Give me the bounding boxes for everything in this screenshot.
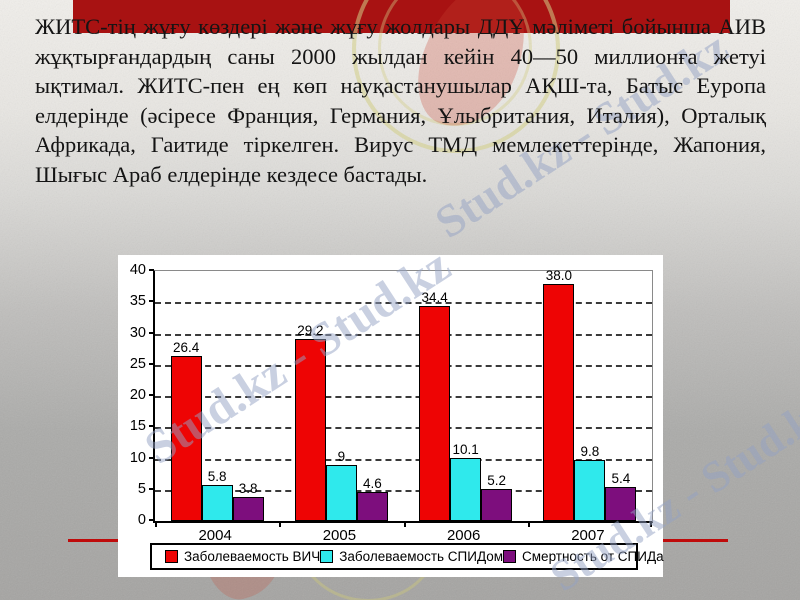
bar-2005-series1: 9 [325,449,357,521]
y-tick-label: 25 [129,355,146,372]
bar-2006-series2: 5.2 [481,473,513,521]
y-tick-mark [149,269,154,271]
category-label: 2006 [446,527,481,544]
legend-swatch [503,550,517,563]
gridline [155,458,652,461]
plot-area: 26.4 5.8 3.8 29.2 9 4.6 34.4 10.1 5.2 38.0 9.8 5.4 [153,268,653,527]
y-tick-label: 10 [129,449,146,466]
bar-2005-series0: 29.2 [294,323,326,521]
legend-swatch [165,550,178,563]
bar-2007-series1: 9.8 [574,444,606,521]
x-tick-mark [155,521,157,527]
bar-2006-series1: 10.1 [450,442,482,521]
bar-value-label: 10.1 [452,441,479,457]
y-tick-label: 30 [129,324,146,341]
y-tick-mark [149,362,154,365]
y-tick-mark [149,331,154,334]
bar-value-label: 4.6 [362,476,382,492]
chart-legend: Заболеваемость ВИЧ Заболеваемость СПИДом С… [150,543,664,570]
y-tick-label: 5 [137,480,146,497]
y-tick-label: 15 [129,418,146,435]
title-accent-bar [73,0,730,33]
gridline [155,333,652,336]
y-tick-mark [149,394,154,396]
y-tick-mark [149,425,154,428]
bar-group: 38.0 9.8 5.4 [528,268,652,521]
bar-value-label: 9.8 [580,443,600,459]
y-tick-mark [149,300,154,303]
bar-group: 26.4 5.8 3.8 [155,271,279,521]
bar-2005-series2: 4.6 [356,476,388,521]
bar-value-label: 29.2 [297,322,324,338]
y-tick-mark [149,456,154,459]
legend-item: Смертность от СПИДа [503,549,664,564]
bar-value-label: 5.4 [611,471,631,487]
bar-value-label: 9 [337,448,346,464]
gridline [155,396,652,398]
legend-label: Смертность от СПИДа [522,549,664,564]
bar-value-label: 38.0 [545,267,573,283]
bar-chart: 26.4 5.8 3.8 29.2 9 4.6 34.4 10.1 5.2 38.0 9.8 5.4 … [118,255,664,577]
legend-label: Заболеваемость ВИЧ [184,549,321,564]
x-tick-mark [650,521,652,527]
y-tick-mark [149,519,154,521]
y-tick-label: 35 [129,293,146,310]
gridline [155,364,652,367]
bar-2007-series2: 5.4 [605,471,637,521]
y-tick-label: 0 [137,512,146,528]
bar-value-label: 3.8 [238,481,258,497]
category-label: 2004 [198,527,232,544]
bar-2004-series2: 3.8 [232,481,264,521]
legend-label: Заболеваемость СПИДом [339,549,504,564]
slide-body-text: ЖИТС-тің жұғу көздері және жұғу жолдары … [35,14,766,187]
bar-2006-series0: 34.4 [419,290,451,521]
bar-value-label: 26.4 [172,340,200,355]
bar-value-label: 5.8 [207,468,227,484]
legend-item: Заболеваемость СПИДом [320,549,503,564]
gridline [155,302,652,305]
category-label: 2005 [322,527,357,544]
bar-group: 29.2 9 4.6 [279,271,403,521]
x-tick-mark [279,521,282,527]
bar-2007-series0: 38.0 [543,268,575,521]
y-tick-mark [149,487,154,490]
y-tick-label: 40 [129,262,146,278]
x-tick-mark [527,521,530,527]
bar-2004-series1: 5.8 [201,469,233,521]
category-label: 2007 [571,527,605,544]
legend-swatch [320,550,334,563]
bar-group: 34.4 10.1 5.2 [404,271,528,521]
bar-value-label: 5.2 [487,472,507,488]
bar-value-label: 34.4 [421,290,448,305]
bar-2004-series0: 26.4 [170,340,202,521]
y-tick-label: 20 [129,387,146,403]
x-tick-mark [403,521,406,527]
gridline [155,489,652,492]
legend-item: Заболеваемость ВИЧ [165,549,320,564]
gridline [155,427,652,430]
